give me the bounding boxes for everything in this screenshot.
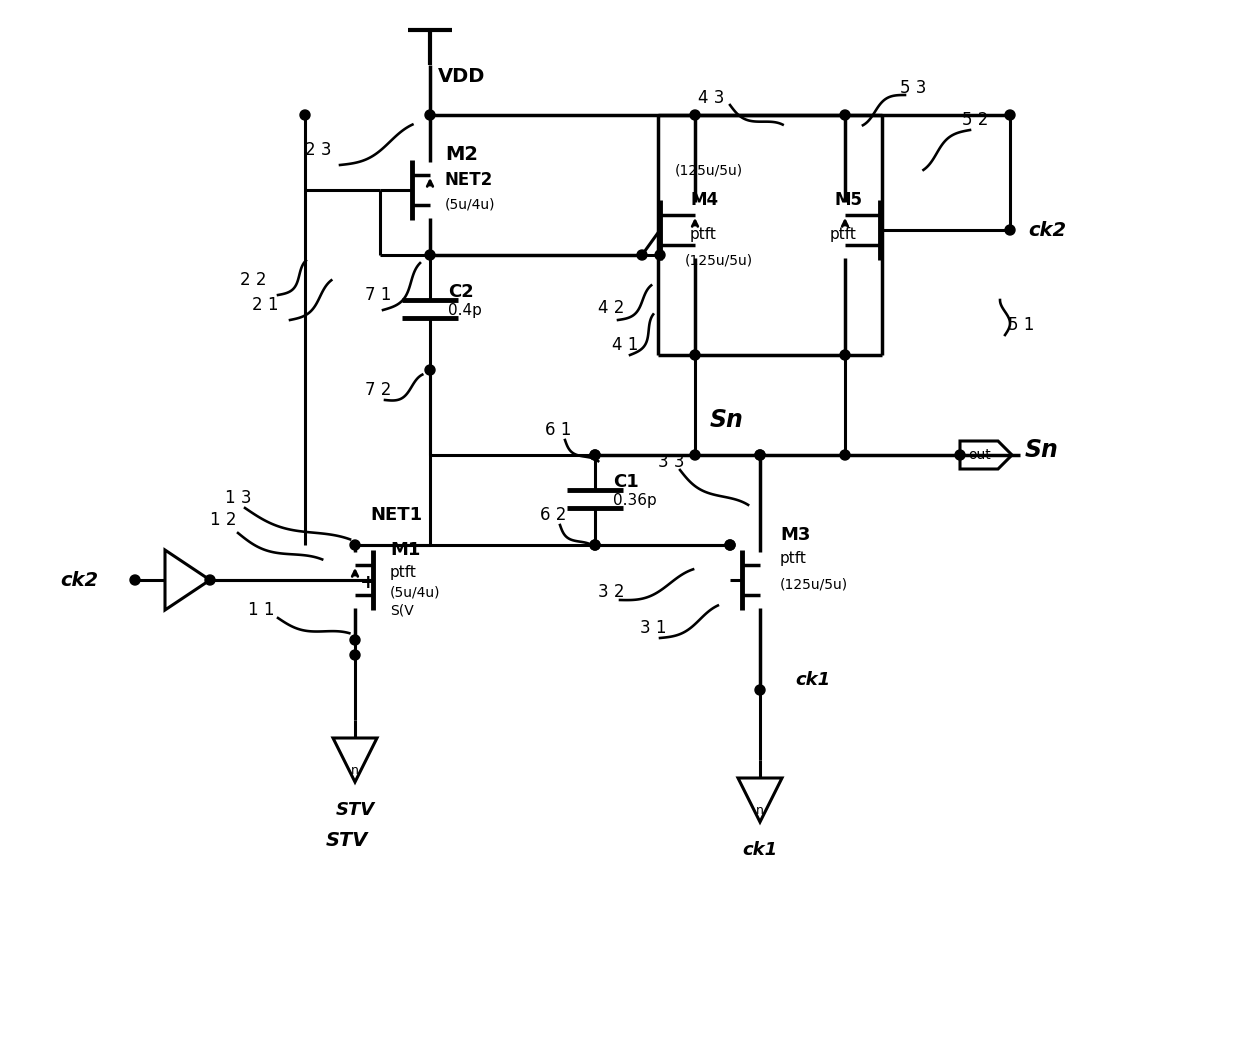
Circle shape xyxy=(755,450,765,460)
Text: 1 3: 1 3 xyxy=(224,489,252,507)
Text: 3 1: 3 1 xyxy=(640,619,667,637)
Text: 1 1: 1 1 xyxy=(248,601,274,619)
Text: 4 2: 4 2 xyxy=(598,299,625,317)
Text: NET1: NET1 xyxy=(370,506,422,524)
Text: ck1: ck1 xyxy=(743,841,777,859)
Circle shape xyxy=(205,575,215,585)
Circle shape xyxy=(590,450,600,460)
Circle shape xyxy=(755,685,765,695)
Circle shape xyxy=(590,540,600,550)
Text: STV: STV xyxy=(336,801,374,819)
Text: M3: M3 xyxy=(780,526,811,544)
Circle shape xyxy=(839,110,849,120)
Circle shape xyxy=(689,450,701,460)
Text: M1: M1 xyxy=(391,541,420,559)
Text: 3 2: 3 2 xyxy=(598,583,625,601)
Circle shape xyxy=(1004,225,1016,235)
Text: ptft: ptft xyxy=(830,227,857,243)
Text: M4: M4 xyxy=(689,191,718,209)
Text: C2: C2 xyxy=(448,283,474,300)
Text: M2: M2 xyxy=(445,146,477,164)
Text: n: n xyxy=(756,803,764,817)
Text: 2 1: 2 1 xyxy=(252,296,279,314)
Circle shape xyxy=(350,634,360,645)
Text: out: out xyxy=(968,448,991,462)
Text: (125u/5u): (125u/5u) xyxy=(684,253,753,267)
Circle shape xyxy=(955,450,965,460)
Text: (125u/5u): (125u/5u) xyxy=(780,578,848,592)
Circle shape xyxy=(590,540,600,550)
Circle shape xyxy=(130,575,140,585)
Circle shape xyxy=(725,540,735,550)
Text: 5 3: 5 3 xyxy=(900,79,926,97)
Circle shape xyxy=(839,350,849,360)
Text: 5 2: 5 2 xyxy=(962,111,988,129)
Text: n: n xyxy=(351,763,358,777)
Circle shape xyxy=(350,650,360,660)
Circle shape xyxy=(839,450,849,460)
Text: 6 1: 6 1 xyxy=(546,421,572,439)
Circle shape xyxy=(689,350,701,360)
Text: ck2: ck2 xyxy=(1028,221,1066,240)
Text: 3 3: 3 3 xyxy=(658,453,684,471)
Text: 4 3: 4 3 xyxy=(698,89,724,107)
Circle shape xyxy=(689,110,701,120)
Text: ck2: ck2 xyxy=(60,571,98,589)
Text: 1 2: 1 2 xyxy=(210,511,237,529)
Text: ptft: ptft xyxy=(391,564,417,579)
Circle shape xyxy=(425,365,435,375)
Circle shape xyxy=(1004,110,1016,120)
Text: 4 1: 4 1 xyxy=(613,336,639,354)
Circle shape xyxy=(725,540,735,550)
Circle shape xyxy=(655,250,665,260)
Text: STV: STV xyxy=(326,830,368,849)
Text: (5u/4u): (5u/4u) xyxy=(391,585,440,599)
Text: 2 2: 2 2 xyxy=(241,271,267,289)
Text: +: + xyxy=(360,573,377,592)
Text: (125u/5u): (125u/5u) xyxy=(675,163,743,177)
Text: VDD: VDD xyxy=(438,67,485,87)
Text: S(V: S(V xyxy=(391,603,414,617)
Text: ptft: ptft xyxy=(689,227,717,243)
Text: 0.36p: 0.36p xyxy=(613,492,657,508)
Text: Sn: Sn xyxy=(1025,438,1059,462)
Text: ck1: ck1 xyxy=(795,671,830,689)
Circle shape xyxy=(350,540,360,550)
Text: (5u/4u): (5u/4u) xyxy=(445,198,496,211)
Text: Sn: Sn xyxy=(711,408,744,432)
Circle shape xyxy=(425,250,435,260)
Circle shape xyxy=(425,110,435,120)
Circle shape xyxy=(590,450,600,460)
Circle shape xyxy=(300,110,310,120)
Text: ptft: ptft xyxy=(780,551,807,565)
Text: 0.4p: 0.4p xyxy=(448,303,482,317)
Text: 5 1: 5 1 xyxy=(1008,316,1034,334)
Text: M5: M5 xyxy=(835,191,863,209)
Text: 2 3: 2 3 xyxy=(305,141,331,159)
Text: 7 2: 7 2 xyxy=(365,381,392,399)
Circle shape xyxy=(637,250,647,260)
Text: 7 1: 7 1 xyxy=(365,286,392,304)
Text: NET2: NET2 xyxy=(445,171,494,190)
Circle shape xyxy=(755,450,765,460)
Text: C1: C1 xyxy=(613,473,639,491)
Text: 6 2: 6 2 xyxy=(539,506,567,524)
